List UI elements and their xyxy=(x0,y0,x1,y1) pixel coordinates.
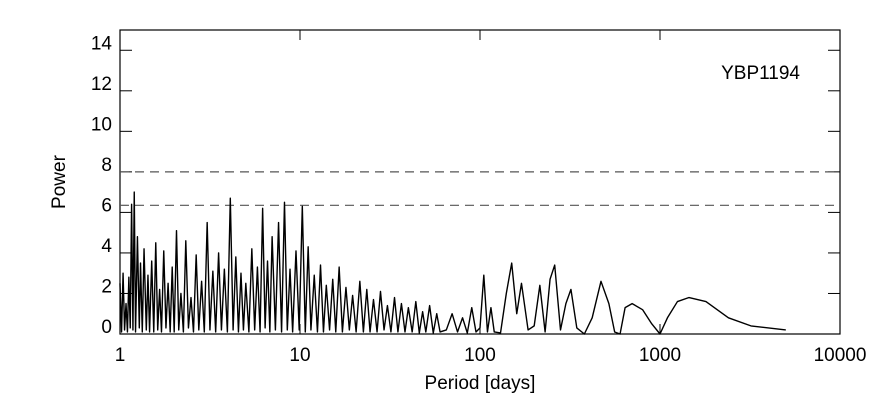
periodogram-line xyxy=(119,191,786,335)
y-tick-label: 10 xyxy=(91,114,112,135)
y-tick-label: 12 xyxy=(91,74,112,95)
y-axis-label: Power xyxy=(49,154,70,209)
y-tick-label: 4 xyxy=(101,236,112,257)
y-tick-label: 8 xyxy=(101,155,112,176)
x-tick-label: 1000 xyxy=(639,345,681,366)
x-tick-label: 10000 xyxy=(814,345,867,366)
y-tick-label: 0 xyxy=(101,317,112,338)
y-tick-label: 14 xyxy=(91,33,113,54)
x-tick-label: 10 xyxy=(289,345,310,366)
y-tick-label: 2 xyxy=(101,276,112,297)
x-tick-label: 100 xyxy=(464,345,496,366)
x-tick-label: 1 xyxy=(115,345,126,366)
x-axis-label: Period [days] xyxy=(425,373,536,394)
annotation: YBP1194 xyxy=(721,63,800,84)
y-tick-label: 6 xyxy=(101,195,112,216)
